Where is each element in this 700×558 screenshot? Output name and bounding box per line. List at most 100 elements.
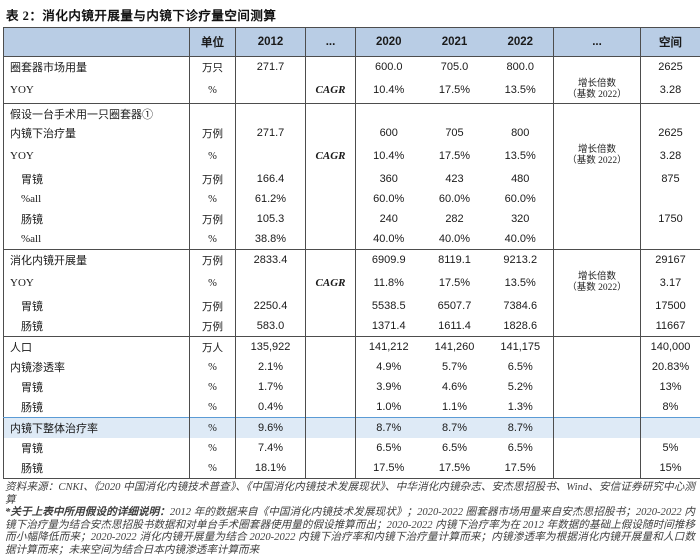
table-cell xyxy=(554,337,641,358)
table-cell: 7.4% xyxy=(236,438,306,458)
row-label: 内镜下整体治疗率 xyxy=(4,418,190,439)
table-cell xyxy=(554,123,641,143)
table-cell: 2625 xyxy=(641,123,700,143)
table-cell: 6.5% xyxy=(488,438,554,458)
table-cell: 17.5% xyxy=(422,77,488,104)
table-footer: 资料来源：CNKI、《2020 中国消化内镜技术普查》、《中国消化内镜技术发展现… xyxy=(2,479,698,558)
table-cell: 17.5% xyxy=(488,458,554,479)
table-cell: 1.7% xyxy=(236,377,306,397)
table-cell: 60.0% xyxy=(488,189,554,209)
table-cell xyxy=(554,377,641,397)
table-cell: 600.0 xyxy=(356,57,422,78)
table-cell: 4.9% xyxy=(356,357,422,377)
table-cell xyxy=(306,337,356,358)
table-cell: % xyxy=(190,143,236,169)
table-cell: 5538.5 xyxy=(356,296,422,316)
row-label: 圈套器市场用量 xyxy=(4,57,190,78)
table-cell: 0.4% xyxy=(236,397,306,418)
table-cell: 583.0 xyxy=(236,316,306,337)
table-cell: 6.5% xyxy=(356,438,422,458)
table-cell: 万例 xyxy=(190,169,236,189)
table-cell: 5.7% xyxy=(422,357,488,377)
table-cell: 17.5% xyxy=(422,143,488,169)
table-row: %all%61.2%60.0%60.0%60.0% xyxy=(4,189,700,209)
table-cell: % xyxy=(190,377,236,397)
column-header: ... xyxy=(554,28,641,57)
table-cell: 13.5% xyxy=(488,143,554,169)
row-label: YOY xyxy=(4,143,190,169)
table-cell: % xyxy=(190,397,236,418)
table-cell: % xyxy=(190,229,236,250)
table-cell: 320 xyxy=(488,209,554,229)
table-cell: 18.1% xyxy=(236,458,306,479)
table-cell: 6507.7 xyxy=(422,296,488,316)
table-cell: 141,212 xyxy=(356,337,422,358)
table-cell xyxy=(554,316,641,337)
table-cell xyxy=(554,357,641,377)
table-cell: 40.0% xyxy=(356,229,422,250)
table-cell: 271.7 xyxy=(236,123,306,143)
table-cell: 2250.4 xyxy=(236,296,306,316)
table-cell: 1.0% xyxy=(356,397,422,418)
table-cell: 875 xyxy=(641,169,700,189)
table-cell: % xyxy=(190,357,236,377)
table-row: 胃镜%1.7%3.9%4.6%5.2%13% xyxy=(4,377,700,397)
table-cell xyxy=(641,104,700,124)
column-header: 单位 xyxy=(190,28,236,57)
row-label: 肠镜 xyxy=(4,458,190,479)
table-cell xyxy=(554,209,641,229)
table-cell: 1371.4 xyxy=(356,316,422,337)
table-cell: 38.8% xyxy=(236,229,306,250)
row-label: %all xyxy=(4,189,190,209)
table-cell: 万例 xyxy=(190,250,236,271)
table-cell: 2.1% xyxy=(236,357,306,377)
table-cell xyxy=(306,397,356,418)
table-cell: 万例 xyxy=(190,316,236,337)
table-cell: 282 xyxy=(422,209,488,229)
table-cell xyxy=(554,169,641,189)
table-cell: 140,000 xyxy=(641,337,700,358)
growth-multiple-cell: 增长倍数 （基数 2022） xyxy=(554,77,641,104)
table-cell: 60.0% xyxy=(422,189,488,209)
table-cell xyxy=(306,316,356,337)
table-cell: 6.5% xyxy=(422,438,488,458)
column-header: 2021 xyxy=(422,28,488,57)
table-cell: 705.0 xyxy=(422,57,488,78)
table-cell: 9213.2 xyxy=(488,250,554,271)
table-cell: 141,260 xyxy=(422,337,488,358)
table-cell xyxy=(306,57,356,78)
table-cell xyxy=(641,189,700,209)
table-cell: 8.7% xyxy=(356,418,422,439)
table-cell: 13.5% xyxy=(488,77,554,104)
table-cell xyxy=(554,104,641,124)
table-cell: 423 xyxy=(422,169,488,189)
table-cell xyxy=(554,418,641,439)
table-cell: 105.3 xyxy=(236,209,306,229)
table-row: 肠镜%0.4%1.0%1.1%1.3%8% xyxy=(4,397,700,418)
table-cell: 11667 xyxy=(641,316,700,337)
table-cell xyxy=(236,104,306,124)
table-cell: CAGR xyxy=(306,270,356,296)
table-cell: % xyxy=(190,458,236,479)
table-cell: CAGR xyxy=(306,143,356,169)
row-label: 胃镜 xyxy=(4,169,190,189)
table-cell: 5.2% xyxy=(488,377,554,397)
table-cell: 135,922 xyxy=(236,337,306,358)
table-cell xyxy=(554,57,641,78)
row-label: YOY xyxy=(4,77,190,104)
table-cell: CAGR xyxy=(306,77,356,104)
table-row: %all%38.8%40.0%40.0%40.0% xyxy=(4,229,700,250)
table-cell xyxy=(554,458,641,479)
table-cell xyxy=(236,77,306,104)
table-row: 肠镜%18.1%17.5%17.5%17.5%15% xyxy=(4,458,700,479)
table-cell: 17.5% xyxy=(356,458,422,479)
table-cell xyxy=(554,250,641,271)
table-cell: 13% xyxy=(641,377,700,397)
table-cell: 29167 xyxy=(641,250,700,271)
